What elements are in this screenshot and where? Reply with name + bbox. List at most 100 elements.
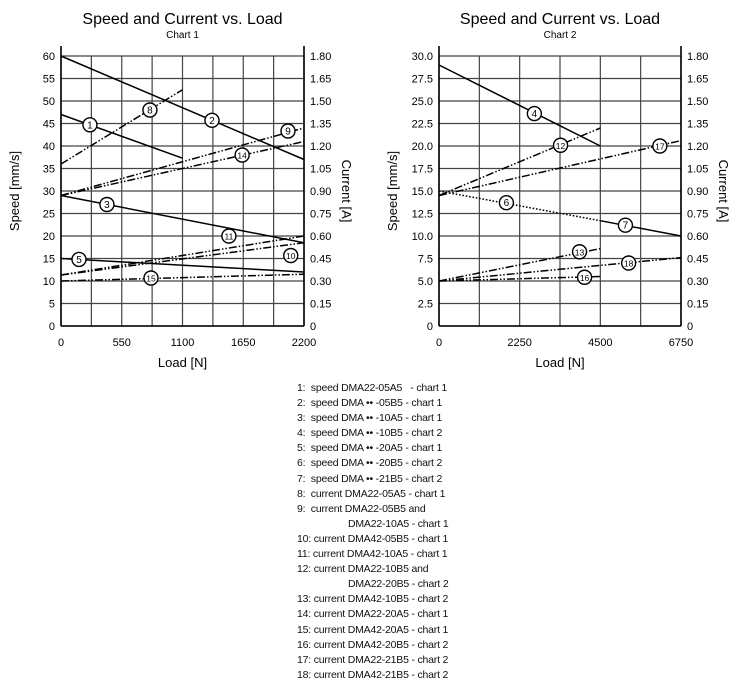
legend-entry: 3: speed DMA •• -10A5 - chart 1 — [297, 412, 443, 425]
series-line-17 — [438, 139, 682, 197]
series-line-11 — [60, 235, 305, 276]
series-marker-3 — [99, 196, 115, 213]
y2-tick-label: 0.15 — [687, 299, 708, 311]
series-marker-1 — [82, 117, 98, 133]
x-axis-label: Load [N] — [535, 355, 584, 370]
series-line-1 — [60, 113, 183, 159]
series-marker-17 — [652, 138, 668, 154]
series-label-17: 17 — [655, 142, 665, 152]
series-line-18 — [438, 256, 682, 282]
y2-axis-label: Current [A] — [339, 160, 354, 223]
series-line-4 — [438, 64, 601, 147]
chart-subtitle: Chart 2 — [544, 30, 577, 41]
y-tick-label: 2.5 — [418, 299, 433, 311]
charts-canvas: Speed and Current vs. Load Chart 1 0 0 5 0.15… — [7, 11, 731, 370]
series-line-10 — [60, 242, 305, 276]
series-label-1: 1 — [87, 120, 93, 131]
legend-entry: 8: current DMA22-05A5 - chart 1 — [297, 487, 446, 500]
y-tick-label: 5.0 — [418, 276, 433, 288]
series-line-14 — [60, 140, 305, 197]
y-tick-label: 20 — [43, 231, 55, 243]
legend-entry: 12: current DMA22-10B5 and — [297, 563, 429, 576]
y-tick-label: 20.0 — [412, 141, 433, 153]
y-tick-label: 25.0 — [412, 96, 433, 108]
legend: 1: speed DMA22-05A5 - chart 1 2: speed DM… — [297, 381, 449, 683]
y-tick-label: 12.5 — [412, 209, 433, 221]
x-tick-label: 0 — [436, 337, 442, 349]
series-marker-4 — [526, 105, 543, 122]
y-tick-label: 7.5 — [418, 254, 433, 266]
series-label-9: 9 — [285, 127, 291, 138]
legend-entry: 15: current DMA42-20A5 - chart 1 — [297, 623, 449, 636]
y-tick-label: 60 — [43, 51, 55, 63]
series-label-15: 15 — [146, 274, 156, 284]
series-marker-10 — [283, 247, 299, 264]
x-tick-label: 1100 — [171, 337, 195, 349]
x-tick-label: 550 — [113, 337, 131, 349]
x-tick-label: 1650 — [231, 337, 255, 349]
y2-tick-label: 0 — [310, 321, 316, 333]
series-marker-18 — [620, 255, 637, 271]
y2-tick-label: 1.35 — [687, 119, 708, 131]
y-tick-label: 45 — [43, 119, 55, 131]
legend-entry: 13: current DMA42-10B5 - chart 2 — [297, 593, 449, 606]
legend-entry: 18: current DMA42-21B5 - chart 2 — [297, 668, 449, 681]
series-label-12: 12 — [556, 141, 566, 151]
y2-tick-label: 1.65 — [310, 74, 331, 86]
y2-tick-label: 1.35 — [310, 119, 331, 131]
legend-entry: 14: current DMA22-20A5 - chart 1 — [297, 608, 449, 621]
y2-tick-label: 0.75 — [310, 209, 331, 221]
y2-tick-label: 0.45 — [687, 254, 708, 266]
series-label-5: 5 — [76, 255, 82, 266]
y2-tick-label: 0.75 — [687, 209, 708, 221]
y2-tick-label: 1.05 — [310, 164, 331, 176]
y2-tick-label: 0.60 — [310, 231, 331, 243]
y-tick-label: 10 — [43, 276, 55, 288]
y-tick-label: 0 — [49, 321, 55, 333]
y-tick-label: 50 — [43, 96, 55, 108]
x-tick-label: 4500 — [588, 337, 612, 349]
series-label-6: 6 — [504, 198, 510, 209]
y-tick-label: 30 — [43, 186, 55, 198]
y2-tick-label: 0.60 — [687, 231, 708, 243]
series-label-13: 13 — [575, 247, 585, 257]
series-line-12 — [438, 127, 601, 197]
y2-tick-label: 0.30 — [310, 276, 331, 288]
series-marker-6 — [498, 194, 515, 211]
y2-tick-label: 0.90 — [687, 186, 708, 198]
series-label-3: 3 — [104, 200, 110, 211]
legend-entry: 11: current DMA42-10A5 - chart 1 — [297, 548, 448, 561]
legend-entry: 5: speed DMA •• -20A5 - chart 1 — [297, 442, 443, 455]
chart-title: Speed and Current vs. Load — [82, 11, 282, 28]
y-tick-label: 25 — [43, 209, 55, 221]
y-tick-label: 35 — [43, 164, 55, 176]
chart-subtitle: Chart 1 — [166, 30, 199, 41]
x-tick-label: 2250 — [507, 337, 531, 349]
y2-tick-label: 1.80 — [687, 51, 708, 63]
legend-entry: 10: current DMA42-05B5 - chart 1 — [297, 532, 449, 545]
y-tick-label: 17.5 — [412, 164, 433, 176]
x-axis-label: Load [N] — [158, 355, 207, 370]
y-tick-label: 10.0 — [412, 231, 433, 243]
series-line-8 — [60, 89, 183, 165]
series-label-10: 10 — [286, 251, 296, 261]
series-label-8: 8 — [147, 106, 153, 117]
y2-tick-label: 1.20 — [687, 141, 708, 153]
series-marker-8 — [142, 102, 158, 118]
y-tick-label: 15.0 — [412, 186, 433, 198]
series-marker-5 — [71, 251, 87, 268]
series-label-11: 11 — [224, 232, 233, 242]
y-axis-label: Speed [mm/s] — [7, 151, 22, 231]
legend-entry: 4: speed DMA •• -10B5 - chart 2 — [297, 427, 443, 440]
series-marker-16 — [576, 269, 593, 285]
y2-tick-label: 0 — [687, 321, 693, 333]
legend-entry: 7: speed DMA •• -21B5 - chart 2 — [297, 472, 443, 485]
series-marker-7 — [617, 217, 634, 233]
y-tick-label: 30.0 — [412, 51, 433, 63]
series-label-18: 18 — [624, 259, 634, 269]
y-axis-label: Speed [mm/s] — [385, 151, 400, 231]
series-line-15 — [60, 273, 305, 282]
series-label-4: 4 — [532, 109, 538, 120]
